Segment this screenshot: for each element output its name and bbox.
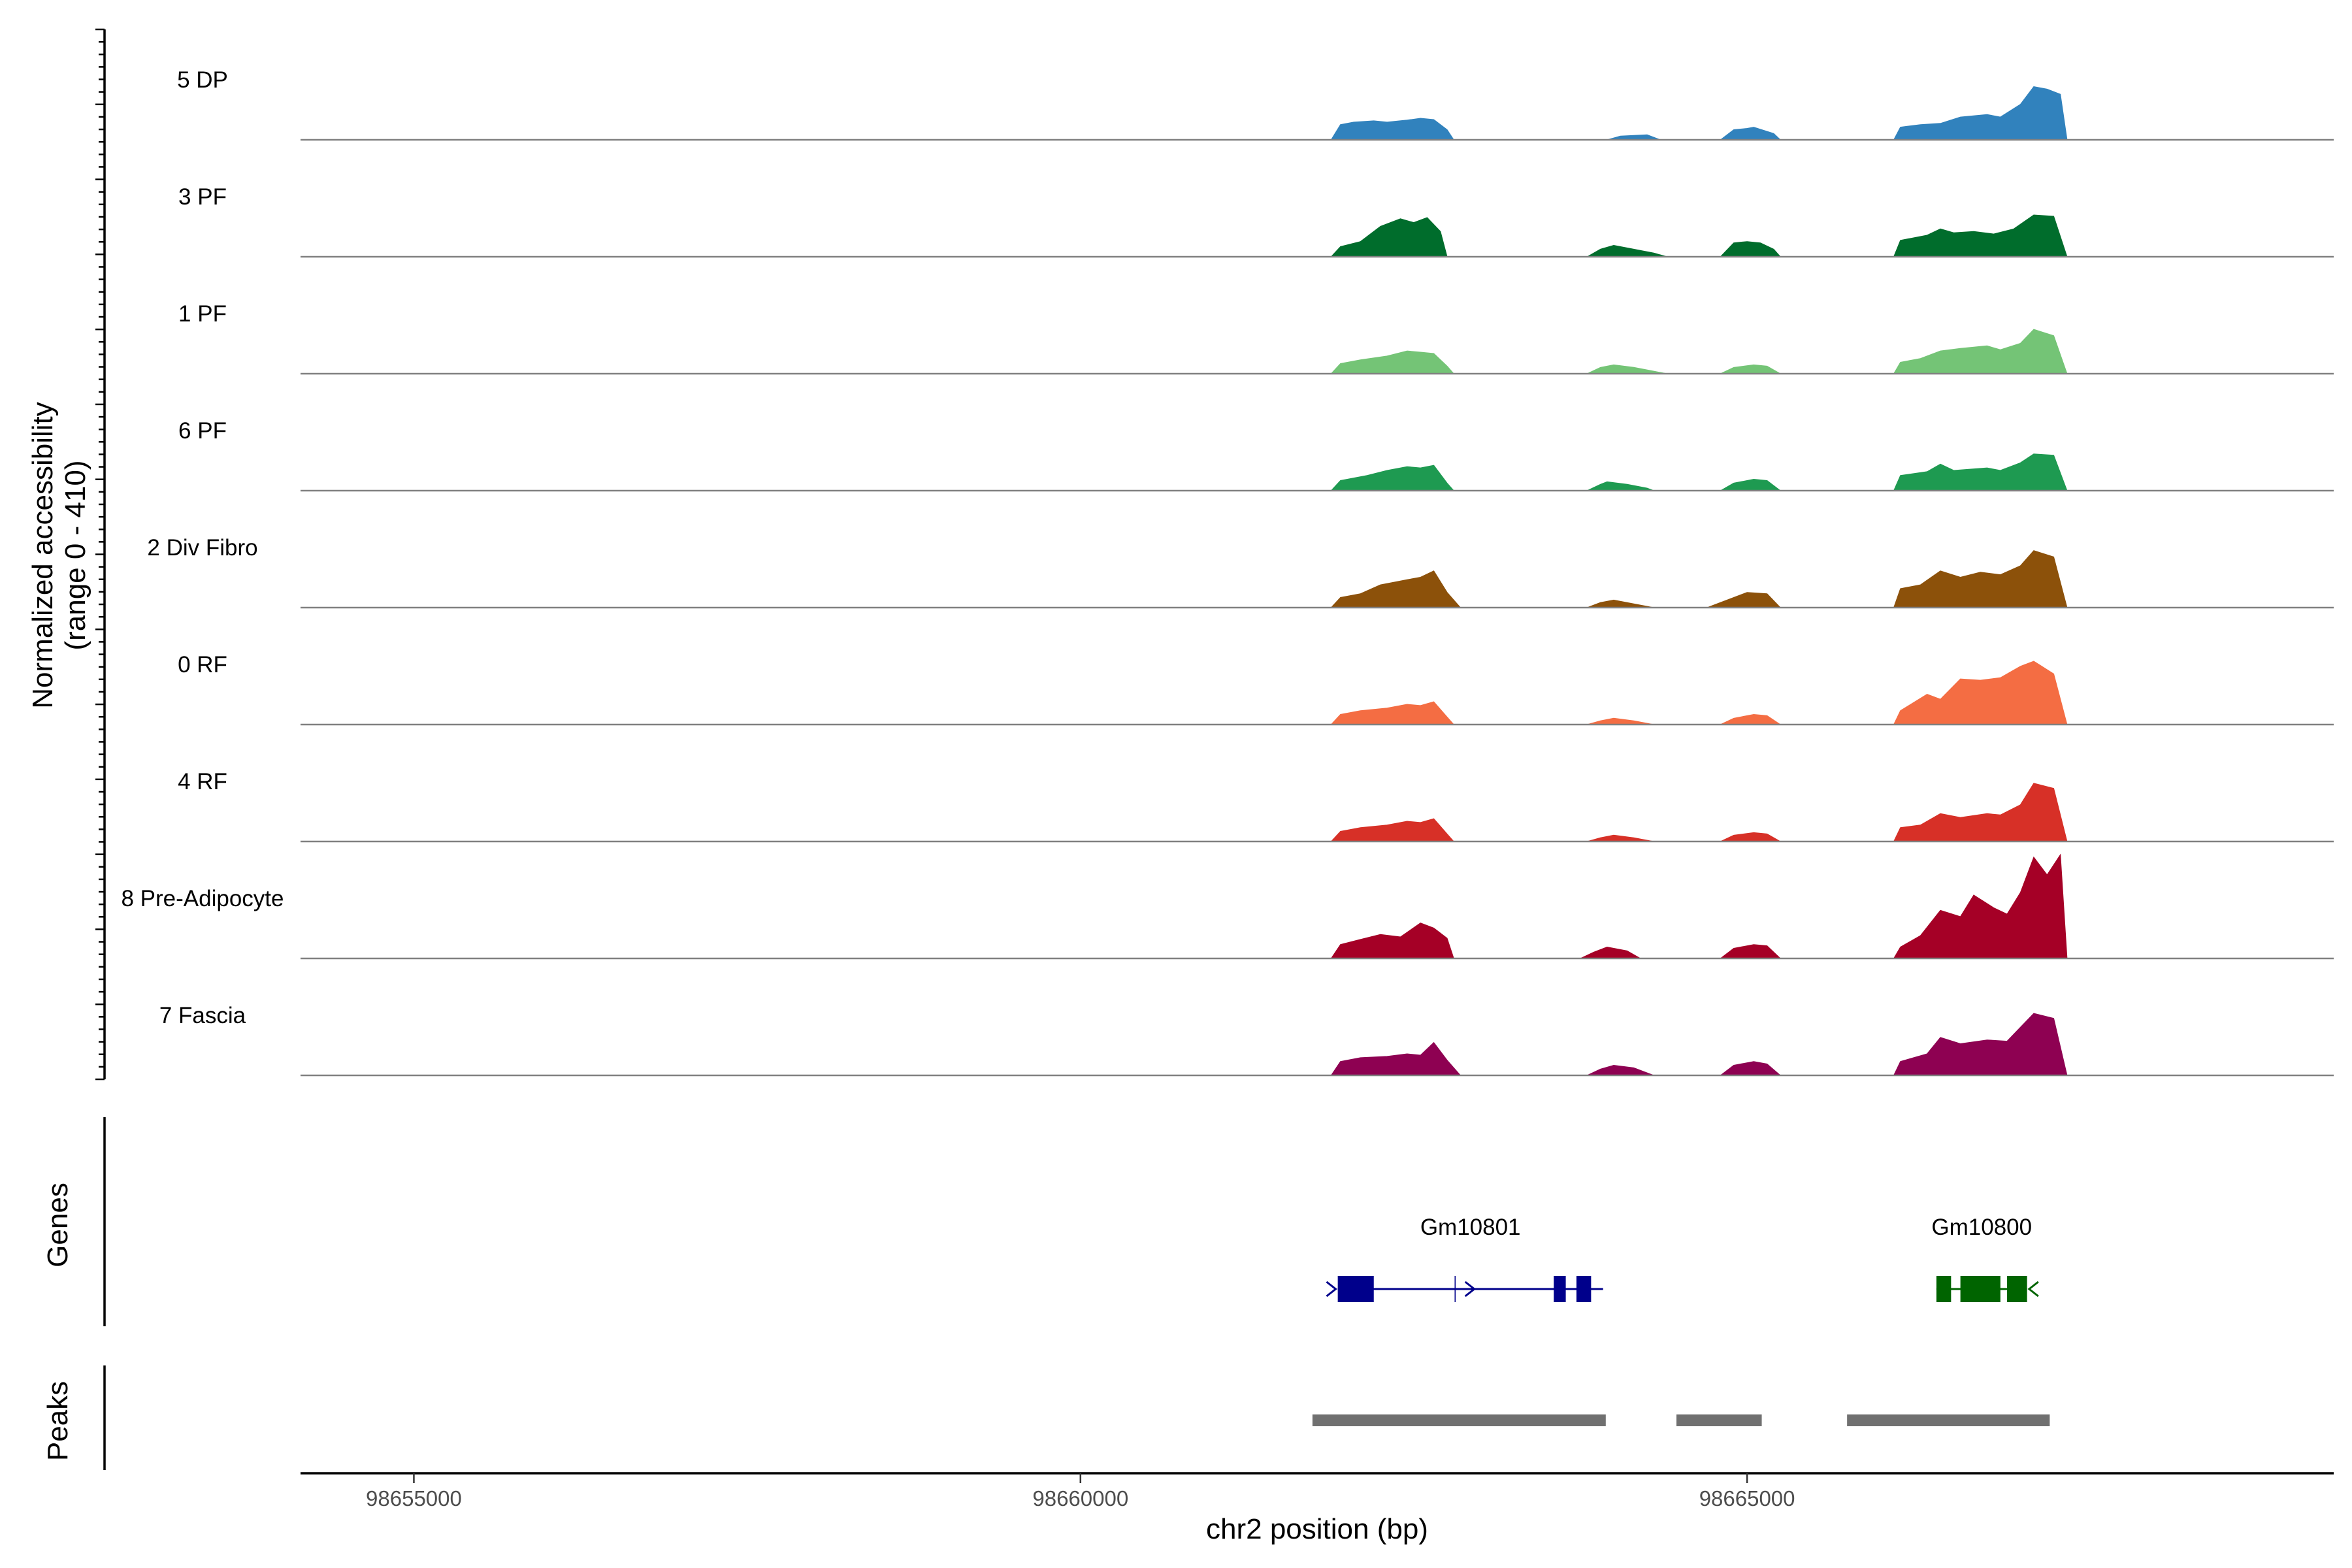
gene-exon [2007, 1276, 2027, 1302]
track-5-dp: 5 DP [177, 67, 2334, 141]
coverage-area [1893, 1013, 2068, 1076]
coverage-area [1586, 481, 1654, 491]
coverage-area [1893, 329, 2068, 374]
track-label: 3 PF [178, 184, 227, 210]
coverage-area [1586, 244, 1667, 257]
coverage-area [1893, 86, 2068, 140]
coverage-area [1587, 717, 1654, 725]
coverage-area [1893, 453, 2068, 491]
strand-arrow-icon [1464, 1281, 1477, 1298]
peak-bar [1676, 1414, 1762, 1426]
strand-arrow-icon [2027, 1281, 2039, 1298]
coverage-area [1720, 364, 1782, 374]
genes-panel-label: Genes [42, 1183, 74, 1267]
track-label: 8 Pre-Adipocyte [121, 886, 284, 911]
coverage-area [1893, 783, 2068, 842]
track-4-rf: 4 RF [178, 769, 2334, 843]
coverage-area [1330, 701, 1455, 725]
coverage-area [1330, 570, 1462, 608]
coverage-area [1330, 350, 1455, 374]
coverage-area [1720, 832, 1782, 842]
track-label: 6 PF [178, 418, 227, 444]
gene-exon [1576, 1276, 1592, 1302]
coverage-area [1580, 946, 1642, 959]
accessibility-tracks: 5 DP 3 PF 1 PF 6 PF 2 Div Fibro 0 RF 4 RF 8 Pre… [121, 67, 2334, 1077]
track-label: 7 Fascia [159, 1003, 246, 1028]
coverage-area [1330, 1041, 1462, 1076]
track-8-pre-adipocyte: 8 Pre-Adipocyte [121, 853, 2334, 960]
y-axis-title: Normalized accessibility [27, 402, 59, 708]
coverage-area [1330, 217, 1448, 257]
track-2-div-fibro: 2 Div Fibro [147, 535, 2334, 609]
coverage-area [1893, 550, 2068, 608]
track-6-pf: 6 PF [178, 418, 2334, 492]
coverage-area [1720, 713, 1782, 725]
track-label: 0 RF [178, 652, 227, 678]
track-label: 2 Div Fibro [147, 535, 257, 561]
coverage-area [1893, 214, 2068, 257]
x-tick-label: 98665000 [1699, 1486, 1795, 1511]
gene-gm10800: Gm10800 [1931, 1215, 2039, 1302]
coverage-area [1330, 923, 1454, 959]
track-7-fascia: 7 Fascia [159, 1003, 2334, 1077]
coverage-area [1719, 127, 1782, 140]
coverage-area [1707, 592, 1782, 608]
track-0-rf: 0 RF [178, 652, 2334, 726]
x-axis-title: chr2 position (bp) [1206, 1513, 1428, 1545]
gene-exon [1554, 1276, 1566, 1302]
coverage-area [1330, 118, 1455, 140]
peak-bar [1847, 1414, 2050, 1426]
strand-arrow-icon [1326, 1281, 1337, 1298]
track-label: 1 PF [178, 301, 227, 327]
coverage-area [1587, 599, 1654, 608]
gene-exon [1936, 1276, 1952, 1302]
coverage-area [1893, 853, 2068, 959]
x-tick-label: 98655000 [366, 1486, 462, 1511]
gene-gm10801: Gm10801 [1326, 1215, 1603, 1302]
coverage-area [1719, 478, 1782, 491]
y-axis-range-label: (range 0 - 410) [59, 460, 91, 650]
gene-label: Gm10800 [1931, 1215, 2032, 1240]
coverage-area [1587, 834, 1654, 842]
gene-label: Gm10801 [1420, 1215, 1521, 1240]
peak-regions [1312, 1414, 2050, 1426]
coverage-area [1893, 661, 2068, 725]
peaks-panel-label: Peaks [42, 1381, 74, 1461]
coverage-area [1586, 364, 1667, 374]
coverage-area [1719, 1061, 1782, 1076]
coverage-area [1330, 465, 1455, 491]
gene-annotations: Gm10801 Gm10800 [1326, 1215, 2039, 1302]
peak-bar [1312, 1414, 1606, 1426]
coverage-area [1330, 818, 1455, 842]
y-axis [95, 28, 106, 1081]
gene-exon [1960, 1276, 2001, 1302]
gene-exon [1337, 1276, 1374, 1302]
track-3-pf: 3 PF [178, 184, 2334, 258]
x-tick-label: 98660000 [1032, 1486, 1128, 1511]
track-label: 5 DP [177, 67, 228, 93]
track-1-pf: 1 PF [178, 301, 2334, 375]
x-axis: 98655000 98660000 98665000 [301, 1472, 2334, 1511]
track-label: 4 RF [178, 769, 227, 794]
coverage-area [1719, 944, 1782, 959]
coverage-area [1586, 1064, 1654, 1076]
coverage-area [1720, 241, 1782, 257]
